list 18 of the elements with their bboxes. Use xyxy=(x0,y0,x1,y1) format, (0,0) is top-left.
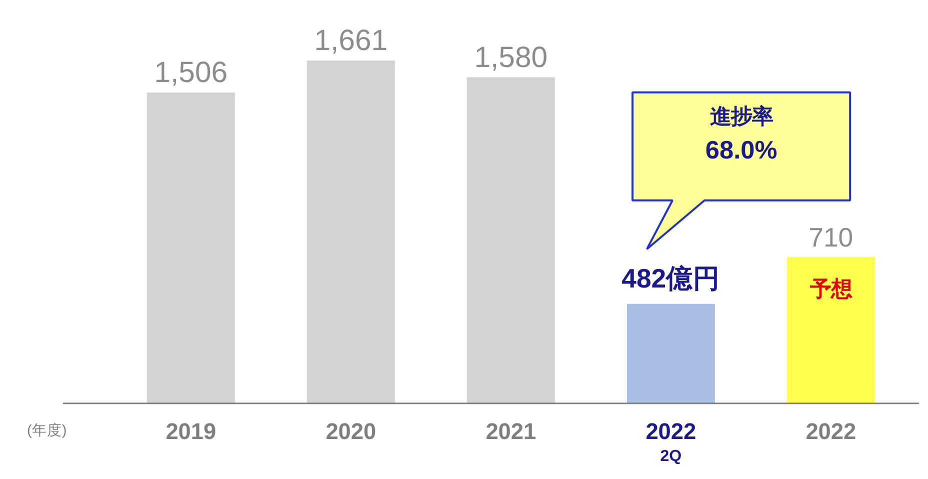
data-label: 482億円 xyxy=(622,264,720,294)
bar xyxy=(786,256,875,404)
bar xyxy=(306,60,395,404)
x-tick-label: 2021 xyxy=(486,418,536,444)
annotation: 進捗率 68.0% xyxy=(705,104,778,165)
bar xyxy=(466,77,555,404)
data-label: 1,580 xyxy=(474,40,548,74)
data-label: 1,506 xyxy=(154,56,228,90)
data-label: 710 xyxy=(808,222,854,253)
x-tick-label: 2019 xyxy=(166,418,216,444)
x-tick-label: 2022 xyxy=(806,418,856,444)
x-tick-label: 2022 2Q xyxy=(646,418,696,466)
bar xyxy=(146,92,235,404)
bar xyxy=(626,304,715,404)
annotation: 予想 xyxy=(808,277,852,302)
x-tick-label: 2020 xyxy=(326,418,376,444)
x-axis-title: (年度) xyxy=(27,422,67,439)
data-label: 1,661 xyxy=(314,24,388,58)
